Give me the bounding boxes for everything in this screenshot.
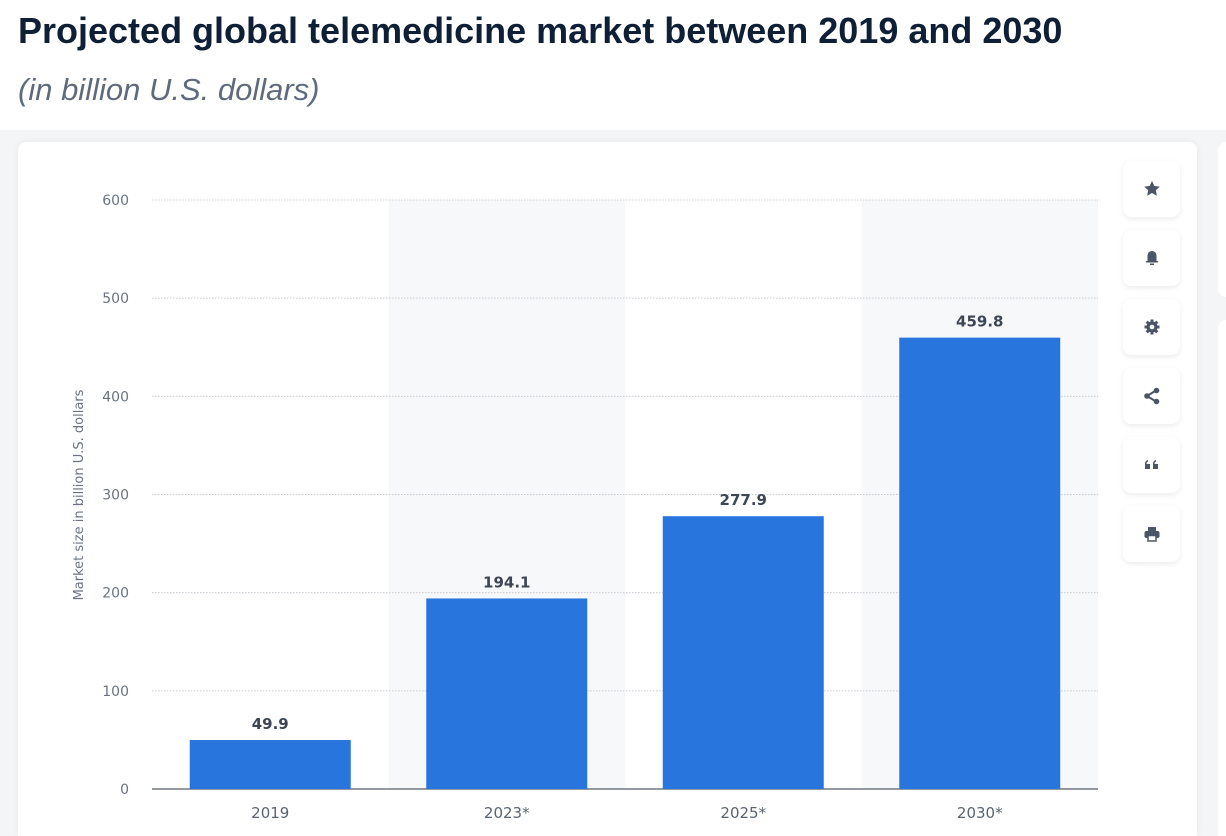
data-label: 277.9 [720, 491, 767, 509]
print-icon [1144, 527, 1159, 542]
y-tick-label: 600 [102, 193, 129, 209]
page-subtitle: (in billion U.S. dollars) [18, 72, 320, 107]
share-icon [1143, 387, 1159, 405]
quote-icon [1144, 460, 1158, 469]
y-tick-label: 500 [102, 291, 129, 307]
bar [662, 516, 824, 789]
bar [189, 740, 351, 789]
x-tick-label: 2025* [720, 804, 766, 822]
header: Projected global telemedicine market bet… [0, 0, 1226, 130]
x-tick-label: 2023* [484, 804, 530, 822]
data-label: 49.9 [252, 715, 289, 733]
x-tick-label: 2030* [957, 804, 1003, 822]
data-label: 459.8 [956, 313, 1003, 331]
print-button[interactable] [1123, 506, 1180, 562]
star-icon [1143, 181, 1160, 196]
share-button[interactable] [1123, 368, 1180, 424]
settings-button[interactable] [1123, 299, 1180, 355]
y-tick-label: 100 [102, 684, 129, 700]
bar [426, 598, 588, 789]
bell-icon [1145, 251, 1158, 265]
page-title: Projected global telemedicine market bet… [18, 10, 1063, 51]
cite-button[interactable] [1123, 437, 1180, 493]
y-tick-label: 300 [102, 488, 129, 504]
favorite-button[interactable] [1123, 161, 1180, 217]
y-tick-label: 200 [102, 586, 129, 602]
x-tick-label: 2019 [251, 804, 289, 822]
y-tick-label: 400 [102, 389, 129, 405]
y-axis-title: Market size in billion U.S. dollars [72, 389, 87, 600]
gear-icon [1144, 319, 1159, 335]
notification-button[interactable] [1123, 230, 1180, 286]
data-label: 194.1 [483, 573, 530, 591]
side-panel [1218, 142, 1226, 297]
y-tick-label: 0 [120, 782, 129, 798]
side-panel [1218, 320, 1226, 836]
bar [899, 337, 1061, 789]
